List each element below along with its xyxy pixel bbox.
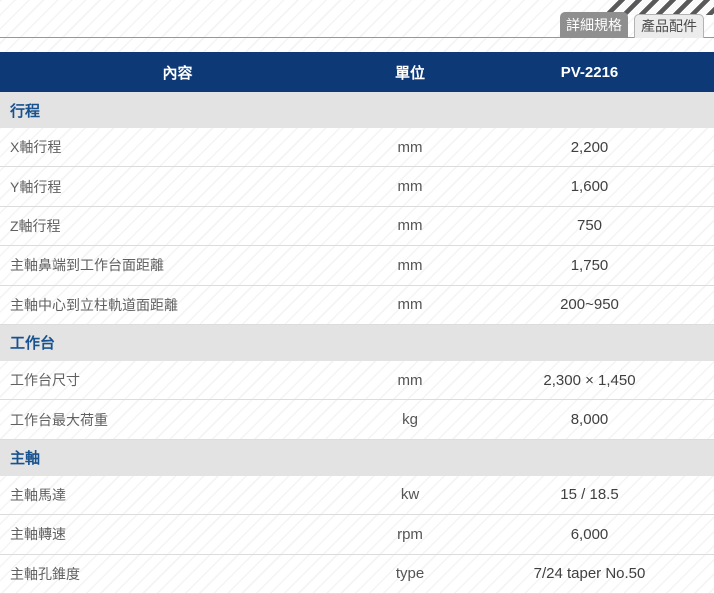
spec-value-cell: 2,200 [570, 138, 609, 156]
spec-value-cell: 750 [576, 217, 603, 235]
spec-label-cell: 主軸中心到立柱軌道面距離 [10, 296, 178, 313]
spec-value-cell: 200~950 [560, 296, 619, 314]
table-body: 行程 X軸行程 mm 2,200 Y軸行程 mm 1,600 Z軸行程 mm 750 主軸鼻端到工作… [0, 92, 714, 594]
header-model-column: PV-2216 [560, 63, 619, 81]
spec-label-cell: 工作台尺寸 [10, 372, 80, 389]
section-header-row: 主軸 [0, 439, 714, 476]
spec-table: 內容 單位 PV-2216 行程 X軸行程 mm 2,200 Y軸行程 mm 1,600 Z軸… [0, 52, 714, 594]
tab-product-accessories[interactable]: 產品配件 [634, 14, 704, 38]
tab-divider-line [0, 37, 714, 38]
spec-value-cell: 2,300 × 1,450 [543, 371, 636, 389]
header-content-column: 內容 [162, 64, 193, 82]
spec-label-cell: 主軸馬達 [10, 486, 66, 503]
spec-unit-cell: mm [397, 256, 423, 274]
spec-label-cell: 工作台最大荷重 [10, 411, 108, 428]
spec-unit-cell: mm [397, 217, 423, 235]
spec-row: Z軸行程 mm 750 [0, 207, 714, 247]
spec-value-cell: 8,000 [570, 411, 609, 429]
spec-row: 主軸中心到立柱軌道面距離 mm 200~950 [0, 286, 714, 325]
header-unit-column: 單位 [394, 64, 425, 82]
spec-label-cell: Y軸行程 [10, 178, 62, 195]
section-header-row: 工作台 [0, 324, 714, 361]
spec-row: Y軸行程 mm 1,600 [0, 167, 714, 207]
spec-unit-cell: type [395, 565, 425, 583]
spec-unit-cell: mm [397, 371, 423, 389]
spec-label-cell: 主軸鼻端到工作台面距離 [10, 257, 164, 274]
spec-label-cell: Z軸行程 [10, 217, 61, 234]
spec-value-cell: 6,000 [570, 525, 609, 543]
spec-row: 工作台尺寸 mm 2,300 × 1,450 [0, 361, 714, 401]
spec-value-cell: 7/24 taper No.50 [533, 565, 646, 583]
spec-unit-cell: mm [397, 138, 423, 156]
spec-value-cell: 15 / 18.5 [560, 486, 619, 504]
spec-row: 工作台最大荷重 kg 8,000 [0, 400, 714, 440]
corner-stripes-decoration [602, 0, 714, 15]
section-header-row: 行程 [0, 92, 714, 128]
spec-row: 主軸馬達 kw 15 / 18.5 [0, 476, 714, 516]
spec-unit-cell: kg [402, 411, 418, 429]
spec-unit-cell: kw [400, 486, 420, 504]
spec-row: 主軸鼻端到工作台面距離 mm 1,750 [0, 246, 714, 286]
spec-unit-cell: rpm [397, 525, 423, 543]
spec-unit-cell: mm [397, 296, 423, 314]
spec-value-cell: 1,600 [570, 178, 609, 196]
spec-row: 主軸轉速 rpm 6,000 [0, 515, 714, 555]
spec-label-cell: 主軸轉速 [10, 526, 66, 543]
spec-label-cell: 主軸孔錐度 [10, 565, 80, 582]
spec-label-cell: X軸行程 [10, 139, 62, 156]
table-header-row: 內容 單位 PV-2216 [0, 52, 714, 92]
spec-row: X軸行程 mm 2,200 [0, 128, 714, 168]
spec-unit-cell: mm [397, 178, 423, 196]
tab-detailed-specs[interactable]: 詳細規格 [560, 12, 628, 38]
spec-value-cell: 1,750 [570, 256, 609, 274]
spec-row: 主軸孔錐度 type 7/24 taper No.50 [0, 555, 714, 594]
